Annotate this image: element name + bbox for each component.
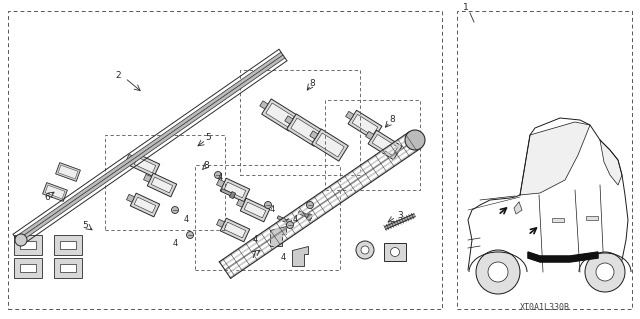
Polygon shape [127, 154, 134, 162]
Circle shape [585, 252, 625, 292]
Bar [240, 70, 360, 175]
Text: 5: 5 [82, 220, 88, 229]
Circle shape [405, 130, 425, 150]
Bar [134, 157, 156, 173]
Bar [14, 258, 42, 278]
Text: 8: 8 [389, 115, 395, 124]
Polygon shape [285, 116, 293, 124]
Bar [20, 264, 36, 272]
Circle shape [186, 232, 193, 239]
Bar [60, 264, 76, 272]
Bar [221, 189, 235, 197]
Bar [220, 178, 250, 202]
Polygon shape [514, 202, 522, 214]
Text: 8: 8 [203, 160, 209, 169]
Bar [277, 216, 291, 224]
Bar [8, 11, 442, 309]
Bar [20, 241, 36, 249]
Polygon shape [520, 122, 590, 195]
Text: 4: 4 [280, 254, 285, 263]
Circle shape [214, 172, 221, 179]
Text: 4: 4 [172, 239, 178, 248]
Text: 4: 4 [269, 205, 275, 214]
Polygon shape [127, 194, 134, 202]
Bar [287, 114, 323, 146]
Circle shape [307, 202, 314, 209]
Text: 5: 5 [205, 133, 211, 143]
Polygon shape [216, 219, 225, 227]
Polygon shape [365, 131, 374, 140]
Bar [384, 243, 406, 261]
Polygon shape [270, 226, 286, 246]
Bar [307, 213, 312, 221]
Circle shape [361, 246, 369, 254]
Bar [298, 211, 312, 219]
Bar [134, 197, 156, 213]
Polygon shape [237, 199, 244, 207]
Bar [240, 198, 269, 222]
Bar [195, 165, 340, 270]
Polygon shape [346, 111, 354, 120]
Circle shape [488, 262, 508, 282]
Bar [244, 202, 266, 218]
Bar [586, 216, 598, 220]
Bar [352, 115, 378, 136]
Text: 4: 4 [292, 216, 298, 225]
Bar [220, 218, 250, 242]
Text: 1: 1 [463, 4, 469, 12]
Text: 7: 7 [250, 250, 256, 259]
Bar [552, 218, 564, 222]
Bar [131, 153, 160, 177]
Bar [224, 182, 246, 198]
Polygon shape [528, 252, 598, 262]
Polygon shape [216, 179, 225, 187]
Text: 8: 8 [309, 78, 315, 87]
Bar [291, 118, 319, 142]
Circle shape [264, 202, 271, 209]
Text: 6: 6 [44, 192, 50, 202]
Bar [54, 235, 82, 255]
Bar [457, 11, 632, 309]
Text: 4: 4 [252, 235, 258, 244]
Bar [60, 241, 76, 249]
Bar [151, 177, 173, 193]
Text: 2: 2 [115, 70, 121, 79]
Bar [54, 258, 82, 278]
Polygon shape [600, 140, 622, 185]
Bar [266, 103, 294, 127]
Circle shape [476, 250, 520, 294]
Text: 4: 4 [184, 216, 189, 225]
Polygon shape [292, 246, 308, 266]
Bar [325, 100, 420, 190]
Bar [312, 129, 348, 161]
Text: 3: 3 [397, 211, 403, 219]
Bar [147, 173, 177, 197]
Bar [43, 182, 67, 201]
Text: XT0A1L330B: XT0A1L330B [520, 302, 570, 311]
Circle shape [172, 206, 179, 213]
Polygon shape [143, 174, 152, 182]
Circle shape [287, 221, 294, 228]
Bar [56, 163, 81, 182]
Bar [14, 235, 42, 255]
Bar [316, 133, 344, 157]
Bar [131, 193, 160, 217]
Circle shape [390, 248, 399, 256]
Circle shape [15, 234, 27, 246]
Text: 4: 4 [218, 174, 223, 182]
Bar [262, 99, 298, 131]
Polygon shape [310, 131, 318, 139]
Circle shape [356, 241, 374, 259]
Polygon shape [260, 101, 268, 109]
Bar [348, 110, 382, 140]
Bar [105, 135, 225, 230]
Bar [230, 191, 236, 199]
Bar [285, 219, 292, 226]
Bar [368, 130, 402, 160]
Bar [58, 165, 78, 179]
Bar [372, 134, 398, 156]
Circle shape [596, 263, 614, 281]
Bar [45, 185, 65, 199]
Bar [224, 222, 246, 238]
